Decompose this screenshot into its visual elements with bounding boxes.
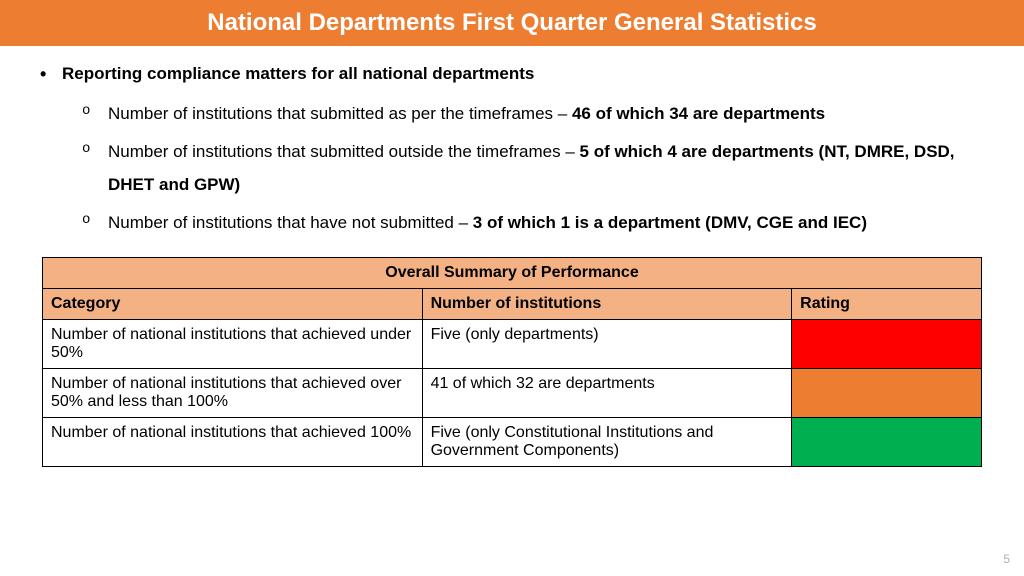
- sub-bullet-item: Number of institutions that have not sub…: [108, 207, 984, 239]
- bullet-list: Reporting compliance matters for all nat…: [40, 64, 984, 239]
- table-title-row: Overall Summary of Performance: [43, 258, 982, 289]
- title-bar: National Departments First Quarter Gener…: [0, 0, 1024, 46]
- table-row: Number of national institutions that ach…: [43, 369, 982, 418]
- cell-count: 41 of which 32 are departments: [422, 369, 792, 418]
- table-header-rating: Rating: [792, 289, 982, 320]
- page-number: 5: [1003, 552, 1010, 566]
- sub-bullet-item: Number of institutions that submitted as…: [108, 98, 984, 130]
- sub-bullet-list: Number of institutions that submitted as…: [62, 98, 984, 239]
- cell-category: Number of national institutions that ach…: [43, 369, 423, 418]
- sub-bullet-item: Number of institutions that submitted ou…: [108, 136, 984, 201]
- sub-bullet-bold: 46 of which 34 are departments: [572, 104, 825, 123]
- table-header-category: Category: [43, 289, 423, 320]
- bullet-heading-text: Reporting compliance matters for all nat…: [62, 64, 534, 83]
- cell-category: Number of national institutions that ach…: [43, 320, 423, 369]
- table-header-row: Category Number of institutions Rating: [43, 289, 982, 320]
- cell-count: Five (only departments): [422, 320, 792, 369]
- performance-table: Overall Summary of Performance Category …: [42, 257, 982, 467]
- sub-bullet-lead: Number of institutions that submitted as…: [108, 104, 572, 123]
- sub-bullet-bold: 3 of which 1 is a department (DMV, CGE a…: [473, 213, 867, 232]
- table-row: Number of national institutions that ach…: [43, 320, 982, 369]
- bullet-heading: Reporting compliance matters for all nat…: [62, 64, 984, 239]
- table-title-cell: Overall Summary of Performance: [43, 258, 982, 289]
- sub-bullet-lead: Number of institutions that submitted ou…: [108, 142, 580, 161]
- content-area: Reporting compliance matters for all nat…: [0, 46, 1024, 467]
- cell-category: Number of national institutions that ach…: [43, 418, 423, 467]
- cell-rating: [792, 320, 982, 369]
- table-header-count: Number of institutions: [422, 289, 792, 320]
- sub-bullet-lead: Number of institutions that have not sub…: [108, 213, 473, 232]
- cell-rating: [792, 418, 982, 467]
- cell-rating: [792, 369, 982, 418]
- table-row: Number of national institutions that ach…: [43, 418, 982, 467]
- page-title: National Departments First Quarter Gener…: [207, 9, 817, 37]
- cell-count: Five (only Constitutional Institutions a…: [422, 418, 792, 467]
- slide: { "header": { "title": "National Departm…: [0, 0, 1024, 576]
